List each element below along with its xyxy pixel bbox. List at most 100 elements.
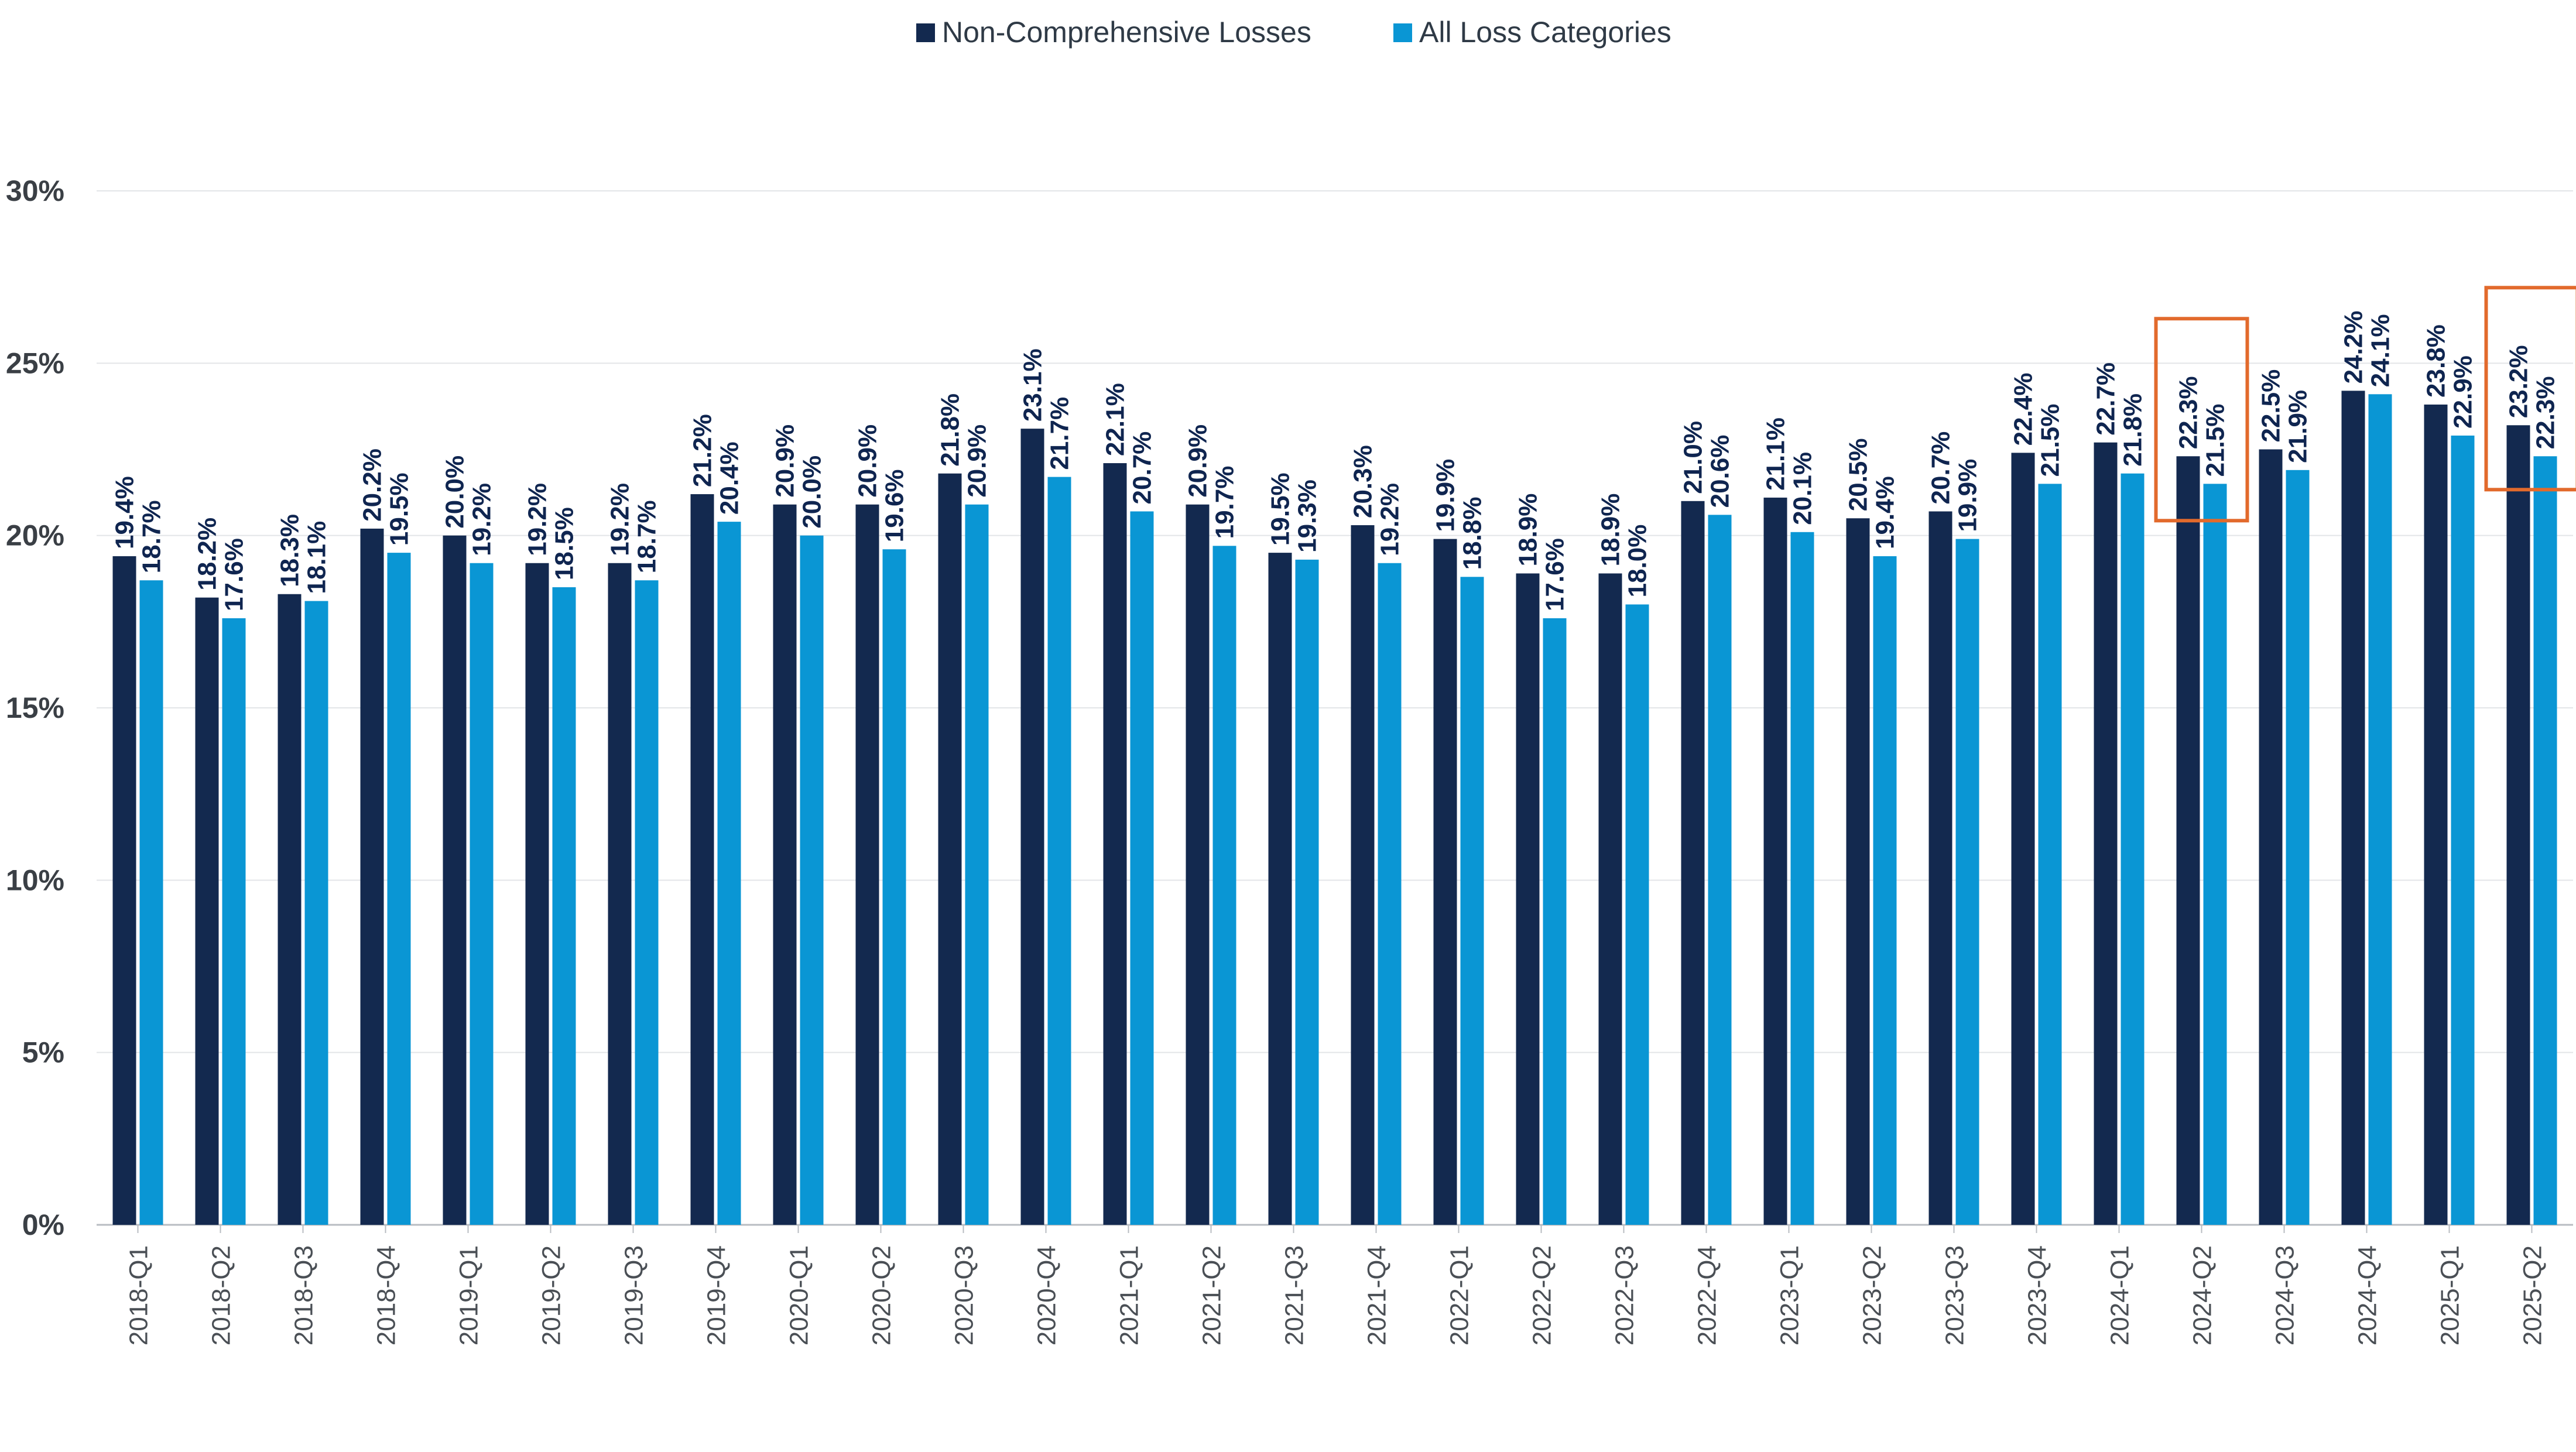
x-tick-label: 2021-Q2 [1198, 1245, 1227, 1345]
bar-non-comprehensive [773, 505, 797, 1225]
data-label: 20.7% [1927, 432, 1955, 505]
data-label: 21.7% [1046, 397, 1074, 470]
data-label: 22.3% [2174, 376, 2203, 450]
data-label: 19.9% [1954, 459, 1982, 532]
legend-swatch [1393, 23, 1412, 42]
x-tick-label: 2021-Q3 [1280, 1245, 1309, 1345]
x-tick-label: 2024-Q4 [2354, 1245, 2382, 1345]
bar-all-loss [1378, 563, 1402, 1225]
data-label: 24.2% [2339, 311, 2368, 384]
data-label: 17.6% [220, 538, 249, 611]
bar-non-comprehensive [2094, 443, 2118, 1225]
bar-all-loss [1791, 532, 1814, 1225]
data-label: 20.9% [963, 424, 992, 498]
x-tick-label: 2023-Q2 [1858, 1245, 1887, 1345]
bar-non-comprehensive [1186, 505, 1210, 1225]
bar-non-comprehensive [2259, 450, 2283, 1225]
bar-non-comprehensive [1269, 553, 1292, 1225]
bar-non-comprehensive [1104, 463, 1127, 1225]
bar-non-comprehensive [361, 529, 384, 1225]
x-tick-label: 2024-Q3 [2271, 1245, 2300, 1345]
bar-non-comprehensive [196, 598, 219, 1225]
bar-all-loss [883, 549, 906, 1225]
data-label: 20.0% [441, 456, 470, 529]
bar-all-loss [1213, 546, 1236, 1225]
x-tick-label: 2025-Q2 [2519, 1245, 2547, 1345]
data-label: 21.5% [2036, 404, 2065, 477]
bar-all-loss [1131, 511, 1154, 1225]
data-label: 22.1% [1101, 383, 1130, 456]
bar-all-loss [222, 618, 246, 1225]
bar-all-loss [470, 563, 494, 1225]
bar-non-comprehensive [1434, 539, 1457, 1225]
data-label: 23.1% [1019, 348, 1047, 422]
bar-all-loss [2451, 436, 2475, 1225]
data-label: 18.9% [1597, 494, 1625, 567]
x-tick-label: 2024-Q2 [2188, 1245, 2217, 1345]
data-label: 22.9% [2449, 355, 2478, 429]
y-tick-label: 30% [6, 174, 64, 207]
data-label: 20.5% [1844, 438, 1873, 511]
y-tick-label: 5% [22, 1036, 64, 1069]
data-label: 22.3% [2532, 376, 2560, 450]
x-tick-label: 2019-Q3 [620, 1245, 649, 1345]
y-tick-label: 20% [6, 519, 64, 552]
bar-all-loss [1543, 618, 1567, 1225]
data-label: 21.8% [2119, 393, 2147, 467]
x-tick-label: 2019-Q1 [455, 1245, 484, 1345]
bar-all-loss [1296, 560, 1319, 1225]
bar-non-comprehensive [1599, 573, 1622, 1225]
data-label: 19.3% [1293, 480, 1322, 553]
x-tick-label: 2019-Q4 [703, 1245, 731, 1345]
bar-all-loss [800, 536, 824, 1225]
data-label: 22.7% [2092, 362, 2121, 436]
y-tick-label: 15% [6, 691, 64, 724]
bar-all-loss [1626, 604, 1649, 1225]
legend-label: Non-Comprehensive Losses [942, 16, 1311, 49]
bar-all-loss [1708, 515, 1732, 1225]
legend-swatch [916, 23, 935, 42]
data-label: 19.2% [523, 483, 552, 556]
bar-all-loss [2121, 474, 2145, 1225]
y-tick-label: 10% [6, 864, 64, 896]
x-tick-label: 2025-Q1 [2436, 1245, 2465, 1345]
bar-all-loss [553, 587, 576, 1225]
bar-all-loss [718, 522, 741, 1225]
data-label: 20.9% [1184, 424, 1212, 498]
bar-non-comprehensive [691, 494, 714, 1225]
data-label: 19.5% [1266, 472, 1295, 546]
bar-non-comprehensive [1929, 511, 1952, 1225]
bar-all-loss [388, 553, 411, 1225]
x-tick-label: 2022-Q3 [1611, 1245, 1639, 1345]
data-label: 18.2% [193, 518, 222, 591]
data-label: 21.0% [1679, 421, 1708, 494]
data-label: 18.9% [1514, 494, 1543, 567]
data-label: 21.5% [2201, 404, 2230, 477]
data-label: 20.2% [358, 448, 387, 522]
data-label: 18.7% [633, 500, 662, 573]
data-label: 20.9% [771, 424, 800, 498]
data-label: 19.2% [1376, 483, 1405, 556]
x-tick-label: 2020-Q4 [1033, 1245, 1061, 1345]
bar-all-loss [1461, 577, 1484, 1225]
x-tick-label: 2023-Q1 [1776, 1245, 1804, 1345]
x-tick-label: 2023-Q3 [1941, 1245, 1969, 1345]
bar-all-loss [635, 580, 659, 1225]
data-label: 19.7% [1211, 466, 1239, 539]
bar-all-loss [2204, 484, 2227, 1225]
bar-all-loss [2369, 394, 2392, 1225]
bar-all-loss [965, 505, 989, 1225]
bar-all-loss [140, 580, 163, 1225]
data-label: 20.3% [1349, 445, 1378, 518]
bar-non-comprehensive [608, 563, 632, 1225]
bar-all-loss [2039, 484, 2062, 1225]
bar-non-comprehensive [1681, 501, 1705, 1225]
data-label: 19.6% [881, 469, 909, 542]
data-label: 20.1% [1789, 452, 1817, 525]
bar-all-loss [2286, 470, 2310, 1225]
data-label: 20.9% [854, 424, 882, 498]
bar-all-loss [1956, 539, 1979, 1225]
x-tick-label: 2024-Q1 [2106, 1245, 2135, 1345]
